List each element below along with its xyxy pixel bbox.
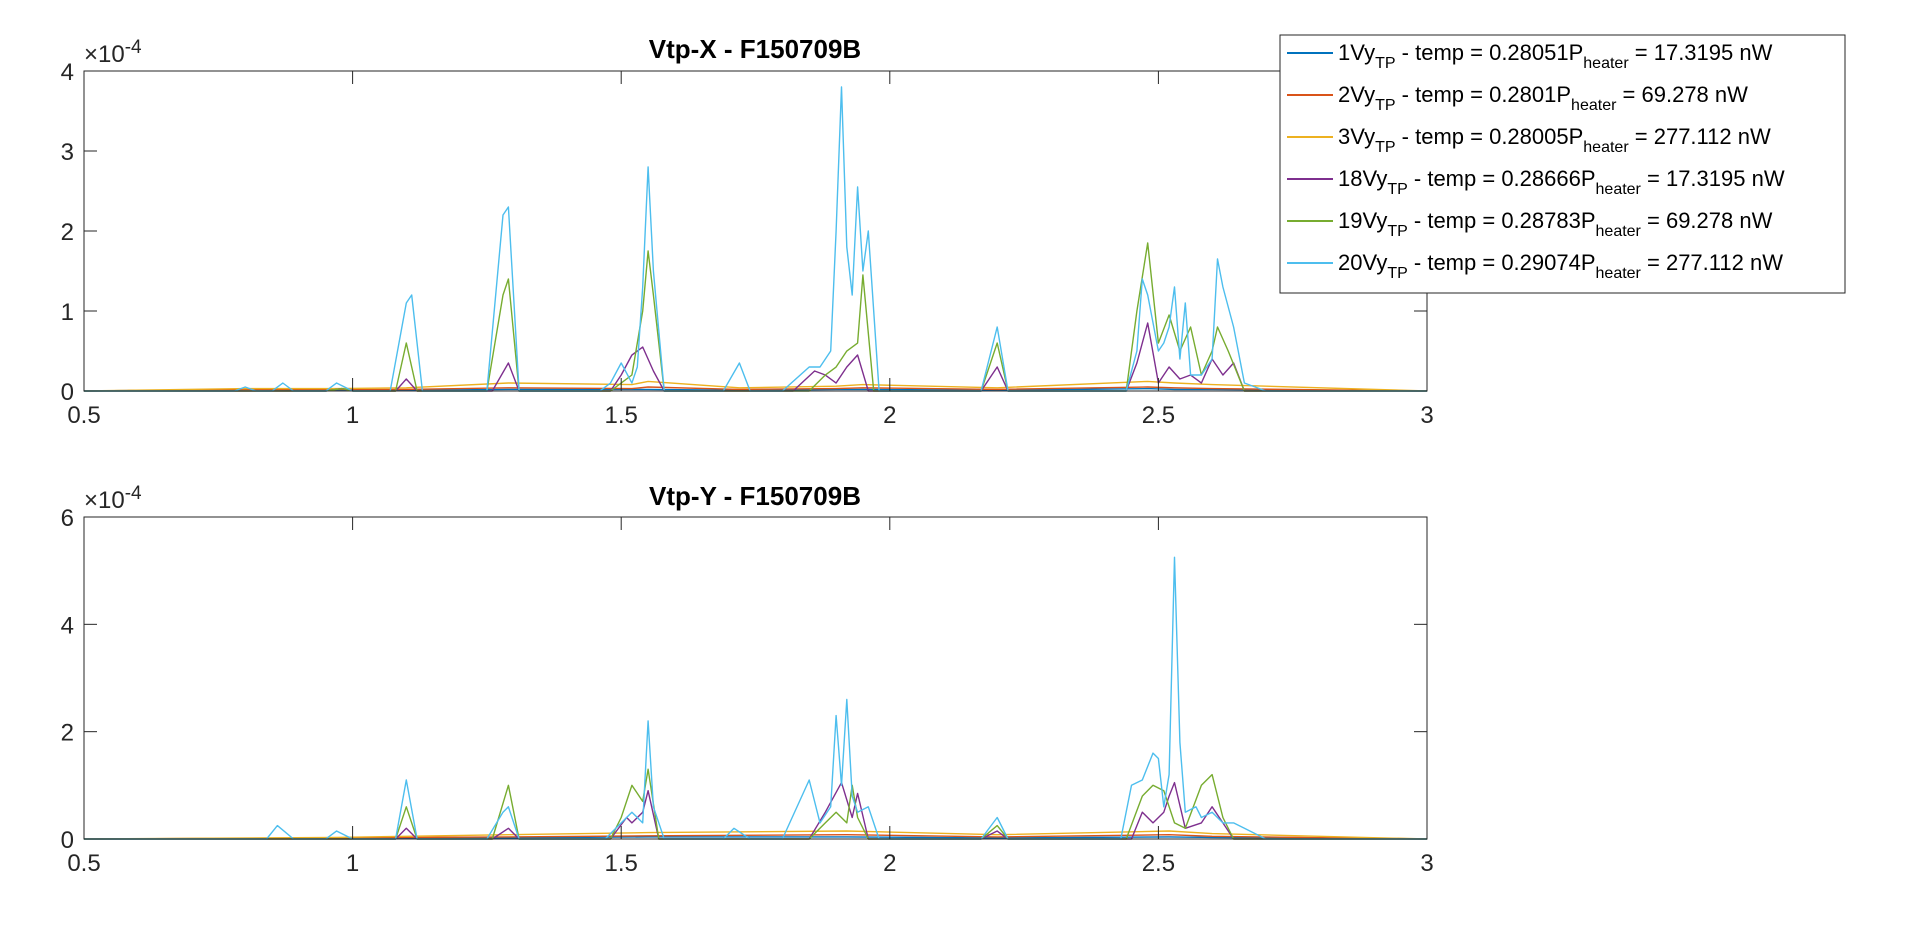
legend-entries: 1VyTP - temp = 0.28051Pheater = 17.3195 … [1287, 40, 1785, 282]
series-line-19-bottom [84, 768, 1427, 840]
plot-area-bottom [84, 517, 1427, 839]
series-line-2-bottom [83, 834, 1428, 840]
x-tick-label: 2 [883, 402, 896, 429]
plot-area-top [84, 71, 1427, 391]
series-line-3-bottom [83, 830, 1428, 840]
y-exponent-bottom: ×10-4 [84, 483, 142, 514]
legend-label-1: 1VyTP - temp = 0.28051Pheater = 17.3195 … [1338, 40, 1773, 72]
y-tick-label: 0 [61, 379, 74, 406]
legend-label-18: 18VyTP - temp = 0.28666Pheater = 17.3195… [1338, 166, 1785, 198]
x-tick-label: 1.5 [605, 850, 638, 877]
legend: 1VyTP - temp = 0.28051Pheater = 17.3195 … [1279, 34, 1846, 294]
series-line-20-top [84, 86, 1427, 392]
series-line-2-top [83, 386, 1428, 392]
y-exponent-top: ×10-4 [84, 37, 142, 68]
x-tick-label: 1.5 [605, 402, 638, 429]
y-tick-label: 3 [61, 139, 74, 166]
legend-box [1279, 34, 1846, 294]
chart-title-bottom: Vtp-Y - F150709B [649, 481, 861, 511]
y-tick-label: 4 [61, 612, 74, 639]
y-tick-label: 4 [61, 59, 74, 86]
legend-label-2: 2VyTP - temp = 0.2801Pheater = 69.278 nW [1338, 82, 1748, 114]
y-tick-label: 2 [61, 219, 74, 246]
x-tick-label: 3 [1420, 402, 1433, 429]
x-tick-label: 2.5 [1142, 850, 1175, 877]
x-ticks-bottom: 0.5 1 1.5 2 2.5 3 [67, 517, 1434, 877]
x-tick-label: 2.5 [1142, 402, 1175, 429]
x-tick-label: 0.5 [67, 850, 100, 877]
axes-bottom: 0.5 1 1.5 2 2.5 3 0 2 4 6 Vtp-Y - F150709B ×10-4 [61, 481, 1434, 877]
y-tick-label: 2 [61, 720, 74, 747]
x-tick-label: 0.5 [67, 402, 100, 429]
series-line-1-top [83, 387, 1428, 392]
y-ticks-bottom: 0 2 4 6 [61, 505, 1427, 854]
axes-box-bottom [83, 516, 1428, 840]
legend-label-20: 20VyTP - temp = 0.29074Pheater = 277.112… [1338, 250, 1783, 282]
y-tick-label: 1 [61, 299, 74, 326]
series-line-3-top [83, 380, 1428, 392]
legend-label-3: 3VyTP - temp = 0.28005Pheater = 277.112 … [1338, 124, 1771, 156]
legend-label-19: 19VyTP - temp = 0.28783Pheater = 69.278 … [1338, 208, 1773, 240]
y-tick-label: 6 [61, 505, 74, 532]
y-ticks-top: 0 1 2 3 4 [61, 59, 1427, 406]
axes-top: 0.5 1 1.5 2 2.5 3 0 1 2 3 4 Vtp-X - F150709B ×10-… [61, 34, 1434, 429]
x-tick-label: 1 [346, 402, 359, 429]
x-tick-label: 3 [1420, 850, 1433, 877]
y-tick-label: 0 [61, 827, 74, 854]
chart-title-top: Vtp-X - F150709B [649, 34, 861, 64]
x-tick-label: 2 [883, 850, 896, 877]
x-tick-label: 1 [346, 850, 359, 877]
x-ticks-top: 0.5 1 1.5 2 2.5 3 [67, 71, 1434, 429]
